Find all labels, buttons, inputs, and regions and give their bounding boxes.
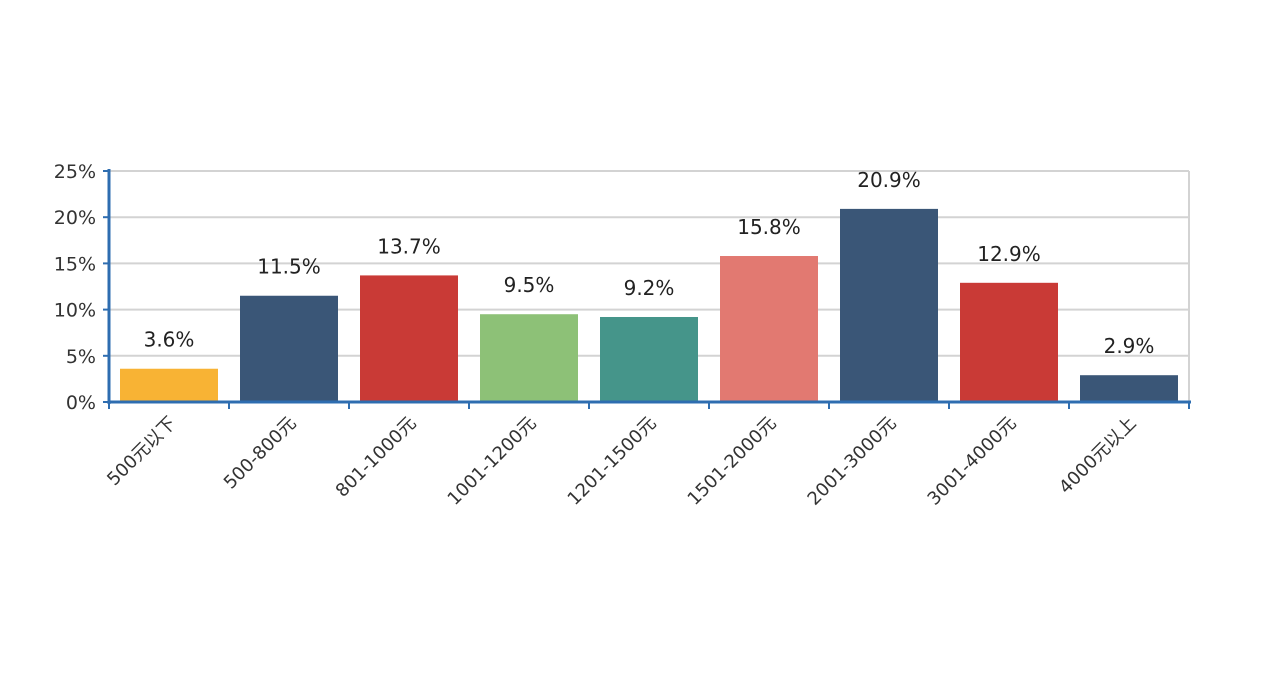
bar: [360, 275, 458, 402]
y-tick-label: 5%: [66, 346, 96, 368]
data-label: 13.7%: [377, 234, 441, 258]
bar: [1080, 375, 1178, 402]
data-label: 12.9%: [977, 242, 1041, 266]
x-tick-label: 500元以下: [103, 413, 180, 490]
bar: [840, 208, 938, 402]
data-label: 9.5%: [504, 273, 555, 297]
x-tick-label: 2001-3000元: [804, 413, 901, 510]
x-tick-label: 4000元以上: [1055, 413, 1140, 498]
data-label: 15.8%: [737, 215, 801, 239]
data-label: 11.5%: [257, 255, 321, 279]
data-label: 20.9%: [857, 168, 921, 192]
x-tick-label: 1201-1500元: [564, 413, 661, 510]
x-tick-label: 500-800元: [220, 413, 301, 494]
bar: [960, 282, 1058, 402]
bar: [480, 314, 578, 402]
y-tick-label: 15%: [54, 253, 96, 275]
data-label: 9.2%: [624, 276, 675, 300]
bars: [120, 208, 1178, 402]
y-tick-label: 10%: [54, 300, 96, 322]
x-tick-label: 1501-2000元: [684, 413, 781, 510]
y-tick-label: 25%: [54, 161, 96, 183]
y-tick-label: 0%: [66, 392, 96, 414]
y-tick-label: 20%: [54, 207, 96, 229]
bar: [600, 316, 698, 402]
x-tick-label: 1001-1200元: [444, 413, 541, 510]
data-label: 2.9%: [1104, 334, 1155, 358]
bar: [240, 295, 338, 402]
axes: [103, 169, 1191, 409]
x-tick-label: 3001-4000元: [924, 413, 1021, 510]
bar: [720, 256, 818, 402]
x-tick-label: 801-1000元: [332, 413, 421, 502]
bar: [120, 368, 218, 402]
data-label: 3.6%: [144, 328, 195, 352]
